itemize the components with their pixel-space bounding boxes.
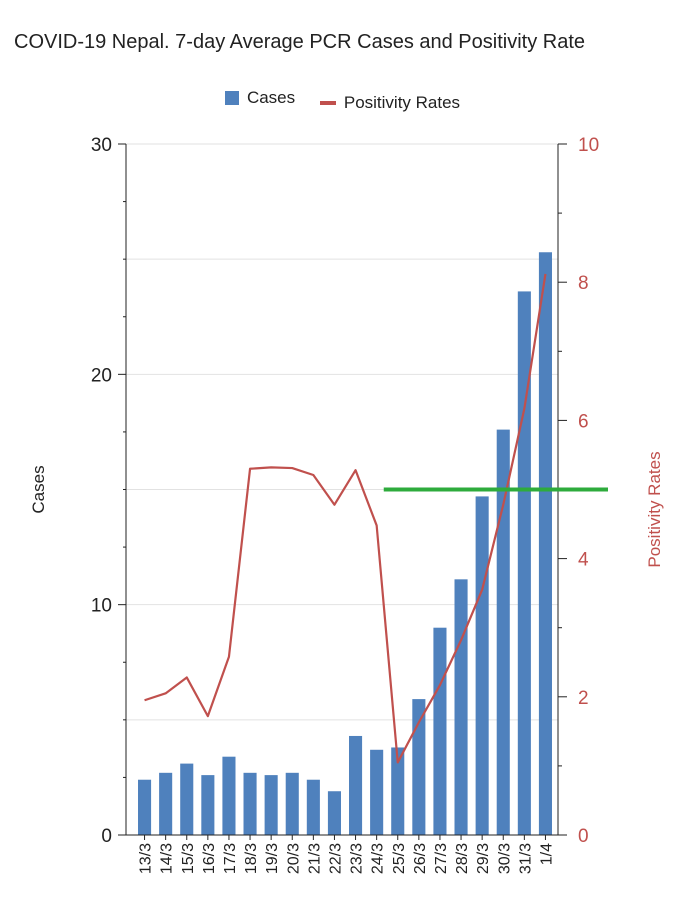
bar-cases <box>306 779 320 835</box>
positivity-rates-line <box>144 273 547 764</box>
x-axis-tick-label: 27/3 <box>433 843 450 874</box>
right-axis-tick-label: 8 <box>578 273 589 294</box>
left-axis-tick-label: 30 <box>91 135 112 156</box>
x-axis-tick-label: 17/3 <box>222 843 239 874</box>
bar-cases <box>243 772 257 835</box>
bar-cases <box>180 763 194 835</box>
x-axis-tick-label: 23/3 <box>349 843 366 874</box>
bar-cases <box>201 775 215 835</box>
x-axis-tick-label: 26/3 <box>412 843 429 874</box>
bar-cases <box>349 735 363 835</box>
x-axis-tick-label: 21/3 <box>306 843 323 874</box>
bar-cases <box>412 699 426 835</box>
x-axis-tick-label: 13/3 <box>138 843 155 874</box>
x-axis-tick-label: 15/3 <box>180 843 197 874</box>
x-axis-tick-label: 22/3 <box>327 843 344 874</box>
x-axis-tick-label: 30/3 <box>496 843 513 874</box>
bar-cases <box>391 747 405 835</box>
legend-item-cases[interactable]: Cases <box>224 88 296 108</box>
x-axis-tick-label: 24/3 <box>370 843 387 874</box>
right-axis-tick-label: 0 <box>578 826 589 847</box>
bar-cases <box>370 749 384 835</box>
right-axis-tick-label: 10 <box>578 135 599 156</box>
bar-cases <box>159 772 173 835</box>
bar-cases <box>285 772 299 835</box>
x-axis-tick-label: 28/3 <box>454 843 471 874</box>
right-axis-tick-label: 4 <box>578 550 589 571</box>
bar-cases <box>538 252 552 836</box>
legend-label-positivity: Positivity Rates <box>343 93 461 112</box>
x-axis-tick-label: 19/3 <box>264 843 281 874</box>
legend-swatch-cases <box>224 91 239 105</box>
y-axis-label: Cases <box>29 465 48 513</box>
x-axis-tick-label: 14/3 <box>159 843 176 874</box>
legend-item-positivity[interactable]: Positivity Rates <box>319 93 461 113</box>
bar-cases <box>433 627 447 835</box>
y2-axis-label: Positivity Rates <box>645 451 664 567</box>
bar-cases <box>264 775 278 835</box>
legend-swatch-positivity <box>319 101 336 105</box>
bar-cases <box>454 579 468 835</box>
legend: Cases Positivity Rates <box>0 88 685 113</box>
bar-cases <box>496 429 510 835</box>
x-axis-tick-label: 1/4 <box>538 843 555 865</box>
left-axis-tick-label: 10 <box>91 596 112 617</box>
bar-cases <box>475 496 489 835</box>
x-axis-tick-label: 18/3 <box>243 843 260 874</box>
x-axis-tick-label: 20/3 <box>285 843 302 874</box>
right-axis-tick-label: 6 <box>578 411 589 432</box>
x-axis-tick-label: 29/3 <box>475 843 492 874</box>
legend-label-cases: Cases <box>246 88 296 107</box>
x-axis-tick-label: 16/3 <box>201 843 218 874</box>
left-axis-tick-label: 20 <box>91 365 112 386</box>
left-axis-tick-label: 0 <box>101 826 112 847</box>
bar-cases <box>327 791 341 835</box>
x-axis-tick-label: 31/3 <box>517 843 534 874</box>
bar-cases <box>138 779 152 835</box>
chart-title: COVID-19 Nepal. 7-day Average PCR Cases … <box>14 31 586 53</box>
right-axis-tick-label: 2 <box>578 688 589 709</box>
x-axis-tick-label: 25/3 <box>391 843 408 874</box>
bar-cases <box>222 756 236 835</box>
